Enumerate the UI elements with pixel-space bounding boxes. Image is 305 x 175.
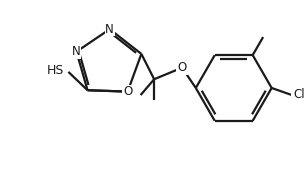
Text: N: N xyxy=(105,23,114,36)
Text: N: N xyxy=(72,45,81,58)
Text: HS: HS xyxy=(47,64,65,78)
Text: O: O xyxy=(178,61,187,74)
Text: Cl: Cl xyxy=(293,88,305,101)
Text: O: O xyxy=(123,85,132,98)
